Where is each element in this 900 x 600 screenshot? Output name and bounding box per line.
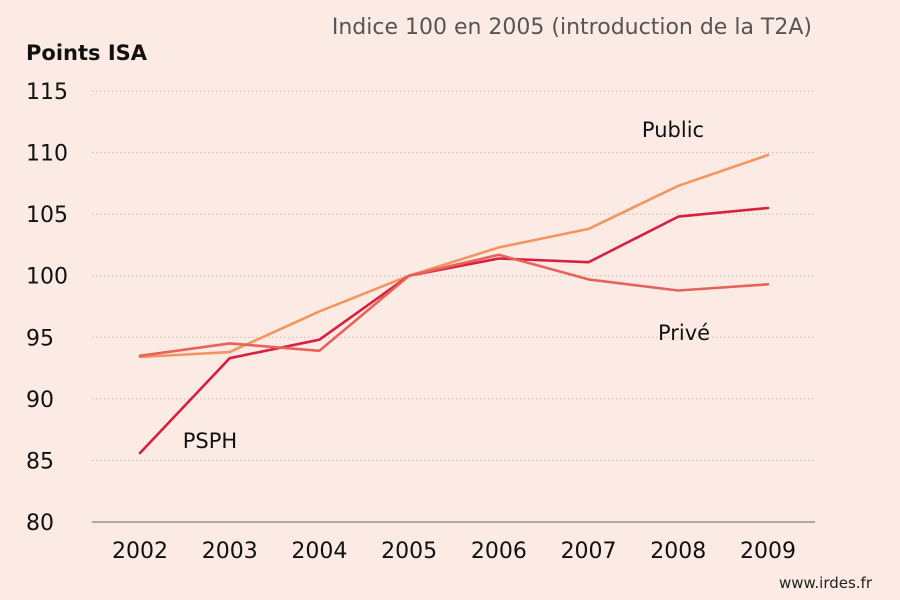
source-label: www.irdes.fr bbox=[779, 574, 873, 592]
x-tick-label: 2002 bbox=[112, 539, 168, 564]
series-label: Public bbox=[642, 118, 704, 142]
y-tick-label: 115 bbox=[26, 80, 68, 105]
x-tick-label: 2003 bbox=[202, 539, 258, 564]
y-tick-label: 105 bbox=[26, 203, 68, 228]
series-line-psph bbox=[138, 206, 770, 455]
x-tick-label: 2004 bbox=[291, 539, 347, 564]
series-label: Privé bbox=[658, 321, 710, 345]
series-label: PSPH bbox=[183, 429, 237, 453]
y-tick-label: 90 bbox=[26, 388, 54, 413]
x-tick-label: 2005 bbox=[381, 539, 437, 564]
x-axis-ticks: 2002 2003 2004 2005 2006 2007 2008 2009 bbox=[112, 539, 796, 564]
y-axis-ticks: 80 85 90 95 100 105 110 115 bbox=[26, 80, 68, 536]
y-tick-label: 80 bbox=[26, 511, 54, 536]
y-axis-label: Points ISA bbox=[26, 41, 148, 65]
x-tick-label: 2006 bbox=[471, 539, 527, 564]
x-tick-label: 2008 bbox=[650, 539, 706, 564]
series-lines bbox=[138, 153, 770, 455]
grid-lines bbox=[92, 90, 815, 461]
chart-subtitle: Indice 100 en 2005 (introduction de la T… bbox=[332, 15, 812, 40]
y-tick-label: 100 bbox=[26, 265, 68, 290]
y-tick-label: 95 bbox=[26, 326, 54, 351]
y-tick-label: 110 bbox=[26, 142, 68, 167]
x-tick-label: 2009 bbox=[740, 539, 796, 564]
x-tick-label: 2007 bbox=[561, 539, 617, 564]
series-line-privé bbox=[138, 253, 770, 358]
y-tick-label: 85 bbox=[26, 449, 54, 474]
series-labels: Public PSPH Privé bbox=[183, 118, 710, 453]
